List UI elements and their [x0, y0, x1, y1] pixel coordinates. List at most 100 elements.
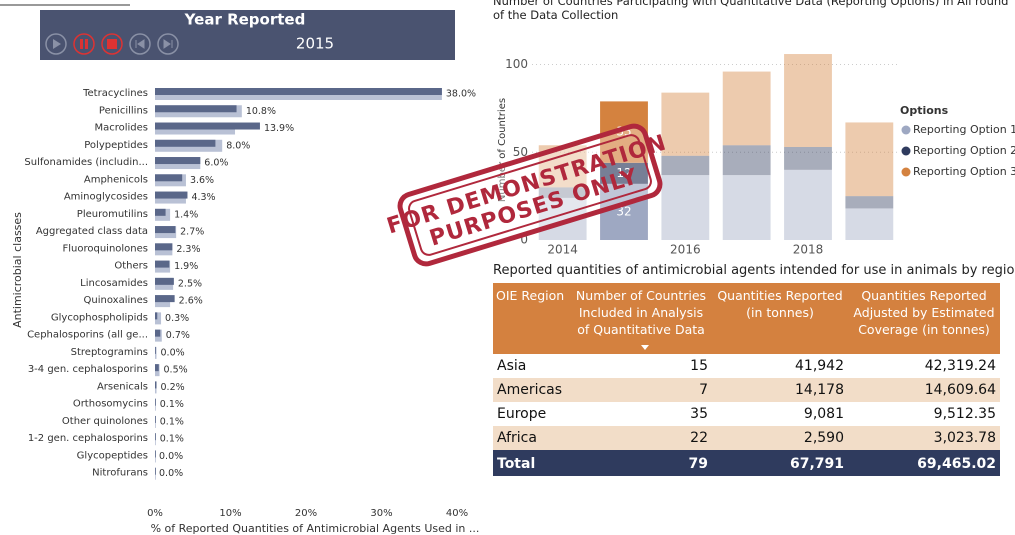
x-tick-label: 10% — [219, 508, 241, 519]
data-label: 0.3% — [165, 313, 189, 324]
x-tick-label: 0% — [147, 508, 163, 519]
category-label: Sulfonamides (includin... — [24, 157, 148, 168]
data-label: 8.0% — [226, 140, 250, 151]
bar — [155, 105, 237, 113]
next-button[interactable] — [157, 33, 179, 55]
bar — [155, 364, 159, 372]
x-tick-label: 30% — [370, 508, 392, 519]
data-label: 0.2% — [161, 382, 185, 393]
data-label: 13.9% — [264, 123, 294, 134]
data-label: 32 — [616, 204, 631, 218]
bar-segment — [538, 197, 587, 240]
bar — [155, 329, 161, 337]
slicer-value: 2015 — [296, 35, 334, 53]
data-label: 0.1% — [160, 434, 184, 445]
column-header[interactable]: OIE Region — [493, 283, 570, 354]
category-label: Tetracyclines — [82, 88, 148, 99]
category-label: 3-4 gen. cephalosporins — [28, 364, 148, 375]
table-cell: Africa — [493, 426, 570, 451]
category-label: Quinoxalines — [84, 295, 148, 306]
table-cell: 2,590 — [712, 426, 848, 451]
category-label: 1-2 gen. cephalosporins — [28, 433, 148, 444]
category-label: Polypeptides — [84, 140, 148, 151]
bar — [155, 277, 174, 285]
legend-marker — [901, 167, 911, 177]
x-tick-label: 2016 — [670, 243, 701, 257]
table-cell: Americas — [493, 378, 570, 402]
data-label: 1.9% — [174, 261, 198, 272]
category-label: Fluoroquinolones — [62, 243, 148, 254]
play-button[interactable] — [45, 33, 67, 55]
data-label: 6.0% — [204, 158, 228, 169]
bar — [155, 226, 176, 234]
bar — [155, 174, 183, 182]
pause-button[interactable] — [73, 33, 95, 55]
data-label: 2.3% — [176, 244, 200, 255]
x-tick-label: 2018 — [793, 243, 824, 257]
x-tick-label: 2014 — [547, 243, 578, 257]
bar — [155, 415, 156, 423]
table-cell: 9,081 — [803, 406, 844, 422]
bar-segment — [845, 208, 894, 240]
column-header[interactable]: Quantities Reported (in tonnes) — [712, 283, 848, 354]
data-label: 12 — [616, 166, 631, 180]
y-axis-title: Number of Countries — [497, 98, 508, 202]
data-label: 0.1% — [160, 416, 184, 427]
table-row: Asia 15 41,942 42,319.24 — [493, 354, 1000, 378]
data-label: 35 — [616, 125, 631, 139]
table-cell: 7 — [570, 378, 712, 402]
column-header[interactable]: Number of Countries Included in Analysis… — [570, 283, 712, 354]
category-label: Others — [114, 261, 148, 272]
table-row: Americas 7 14,178 14,609.64 — [493, 378, 1000, 402]
x-axis-title: % of Reported Quantities of Antimicrobia… — [151, 522, 480, 535]
category-label: Streptogramins — [71, 347, 148, 358]
table-cell: 41,942 — [795, 358, 844, 374]
bar-segment — [722, 145, 771, 176]
category-label: Pleuromutilins — [77, 209, 148, 220]
category-label: Lincosamides — [80, 278, 148, 289]
table-cell: 3,023.78 — [848, 426, 1000, 451]
sort-arrow — [641, 345, 649, 350]
bar-segment — [661, 92, 710, 156]
stop-button[interactable] — [101, 33, 123, 55]
category-label: Macrolides — [94, 123, 148, 134]
table-cell: 35 — [690, 406, 708, 422]
legend-marker — [901, 125, 911, 135]
category-label: Cephalosporins (all ge... — [27, 330, 148, 341]
data-label: 0.0% — [159, 468, 183, 479]
data-label: 0.0% — [161, 347, 185, 358]
bar-segment — [661, 175, 710, 240]
bar-segment — [661, 155, 710, 176]
category-label: Aggregated class data — [36, 226, 148, 237]
bar — [155, 122, 260, 130]
table-cell: 22 — [570, 426, 712, 451]
category-label: Amphenicols — [84, 174, 148, 185]
data-label: 3.6% — [190, 175, 214, 186]
bar-segment — [538, 187, 587, 198]
category-label: Other quinolones — [62, 416, 148, 427]
table-cell: 14,609.64 — [848, 378, 1000, 402]
bar — [155, 243, 173, 251]
table-row: Europe 35 9,081 9,512.35 — [493, 402, 1000, 426]
table-row: Total 79 67,791 69,465.02 — [493, 450, 1000, 476]
bar — [155, 398, 156, 406]
bar — [155, 467, 156, 475]
data-label: 0.5% — [164, 365, 188, 376]
table-cell: Total — [493, 450, 570, 476]
data-label: 2.7% — [180, 227, 204, 238]
data-label: 38.0% — [446, 89, 476, 100]
legend-label: Reporting Option 1 — [913, 123, 1015, 136]
bar-segment — [722, 71, 771, 146]
column-header[interactable]: Quantities Reported Adjusted by Estimate… — [848, 283, 1000, 354]
bar — [155, 381, 157, 389]
bar — [155, 88, 442, 95]
data-label: 0.0% — [159, 451, 183, 462]
x-tick-label: 20% — [295, 508, 317, 519]
bar — [155, 312, 158, 320]
column-header-text: Number of Countries Included in Analysis… — [575, 288, 707, 337]
table-title: Reported quantities of antimicrobial age… — [493, 263, 1015, 278]
data-label: 2.5% — [178, 278, 202, 289]
table-cell: Asia — [497, 358, 527, 374]
prev-button[interactable] — [129, 33, 151, 55]
